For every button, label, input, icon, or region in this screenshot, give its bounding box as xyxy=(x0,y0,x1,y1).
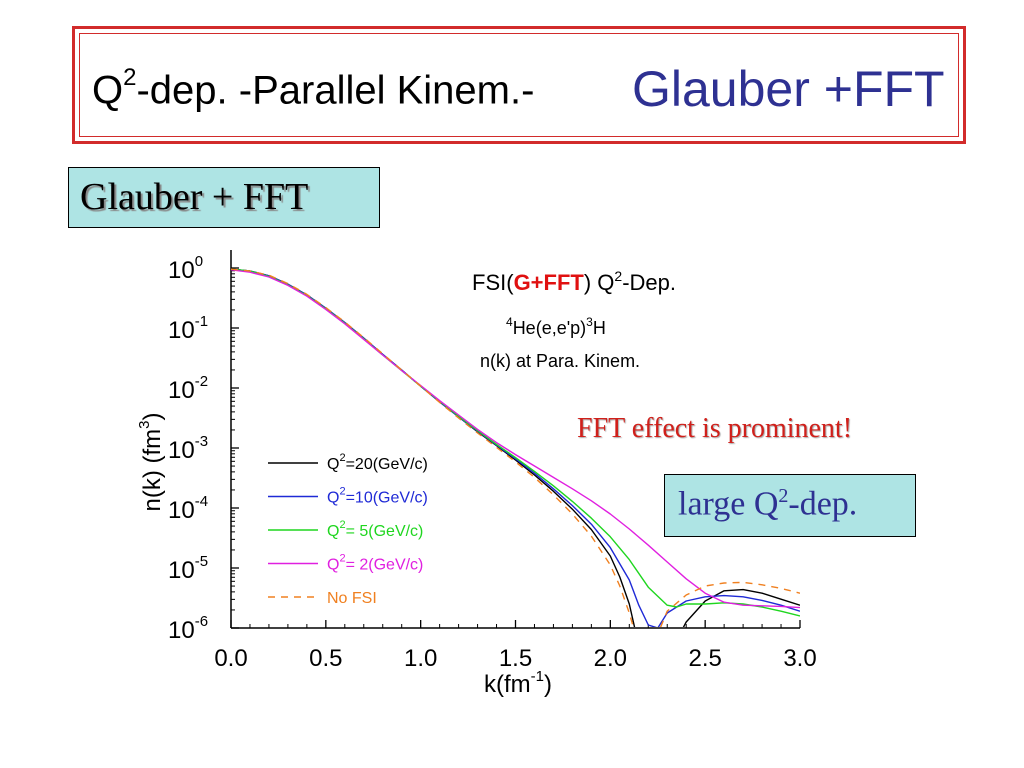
y-tick-label: 10-2 xyxy=(168,373,208,404)
x-tick-label: 0.0 xyxy=(214,645,247,672)
large-q2-post: -dep. xyxy=(788,485,858,523)
fsi-pre: FSI( xyxy=(472,270,514,295)
y-tick-label: 100 xyxy=(168,253,203,284)
title-sup: 2 xyxy=(123,64,137,91)
x-axis-label: k(fm-1) xyxy=(484,668,552,698)
large-q2-sup: 2 xyxy=(778,485,789,507)
legend-label-1: Q2=10(GeV/c) xyxy=(327,486,428,507)
slide-title: Q2-dep. -Parallel Kinem.- xyxy=(92,64,535,113)
y-tick-label: 10-4 xyxy=(168,493,208,524)
series-line-3 xyxy=(231,269,800,609)
title-accent: Glauber +FFT xyxy=(632,61,945,117)
title-main: Q xyxy=(92,68,124,113)
x-tick-label: 2.5 xyxy=(688,645,721,672)
y-axis-label: n(k) (fm3) xyxy=(136,413,166,512)
large-q2-label: large Q2-dep. xyxy=(678,485,857,523)
legend-label-0: Q2=20(GeV/c) xyxy=(327,452,428,473)
large-q2-box xyxy=(664,474,916,537)
fsi-post: -Dep. xyxy=(622,270,676,295)
fsi-sup: 2 xyxy=(614,268,622,284)
x-tick-label: 0.5 xyxy=(309,645,342,672)
sub-annotation: n(k) at Para. Kinem. xyxy=(480,351,640,371)
y-tick-label: 10-3 xyxy=(168,433,208,464)
legend-label-2: Q2= 5(GeV/c) xyxy=(327,519,423,540)
title-frame xyxy=(72,26,966,144)
legend-label-3: Q2= 2(GeV/c) xyxy=(327,553,423,574)
series-line-4 xyxy=(231,268,800,627)
reaction-a: He(e,e'p) xyxy=(513,318,586,338)
large-q2-pre: large Q xyxy=(678,485,779,523)
fsi-mid: ) Q xyxy=(584,270,615,295)
y-tick-label: 10-5 xyxy=(168,553,208,584)
legend-label-4: No FSI xyxy=(327,590,377,607)
title-rest: -dep. -Parallel Kinem.- xyxy=(136,68,535,113)
x-tick-label: 3.0 xyxy=(783,645,816,672)
fsi-annotation: FSI(G+FFT) Q2-Dep. xyxy=(472,268,676,295)
y-tick-label: 10-6 xyxy=(168,613,208,644)
x-tick-label: 1.0 xyxy=(404,645,437,672)
x-tick-label: 1.5 xyxy=(499,645,532,672)
reaction-annotation: 4He(e,e'p)3H xyxy=(506,315,606,338)
reaction-b: H xyxy=(593,318,606,338)
glauber-box xyxy=(68,167,380,228)
y-tick-label: 10-1 xyxy=(168,313,208,344)
title-frame-inner xyxy=(79,33,959,137)
reaction-sup2: 3 xyxy=(586,315,593,329)
reaction-sup1: 4 xyxy=(506,315,513,329)
fsi-bold: G+FFT xyxy=(514,270,585,295)
x-tick-label: 2.0 xyxy=(594,645,627,672)
glauber-box-label: Glauber + FFT xyxy=(80,176,309,218)
fft-effect-note: FFT effect is prominent! xyxy=(577,413,853,444)
